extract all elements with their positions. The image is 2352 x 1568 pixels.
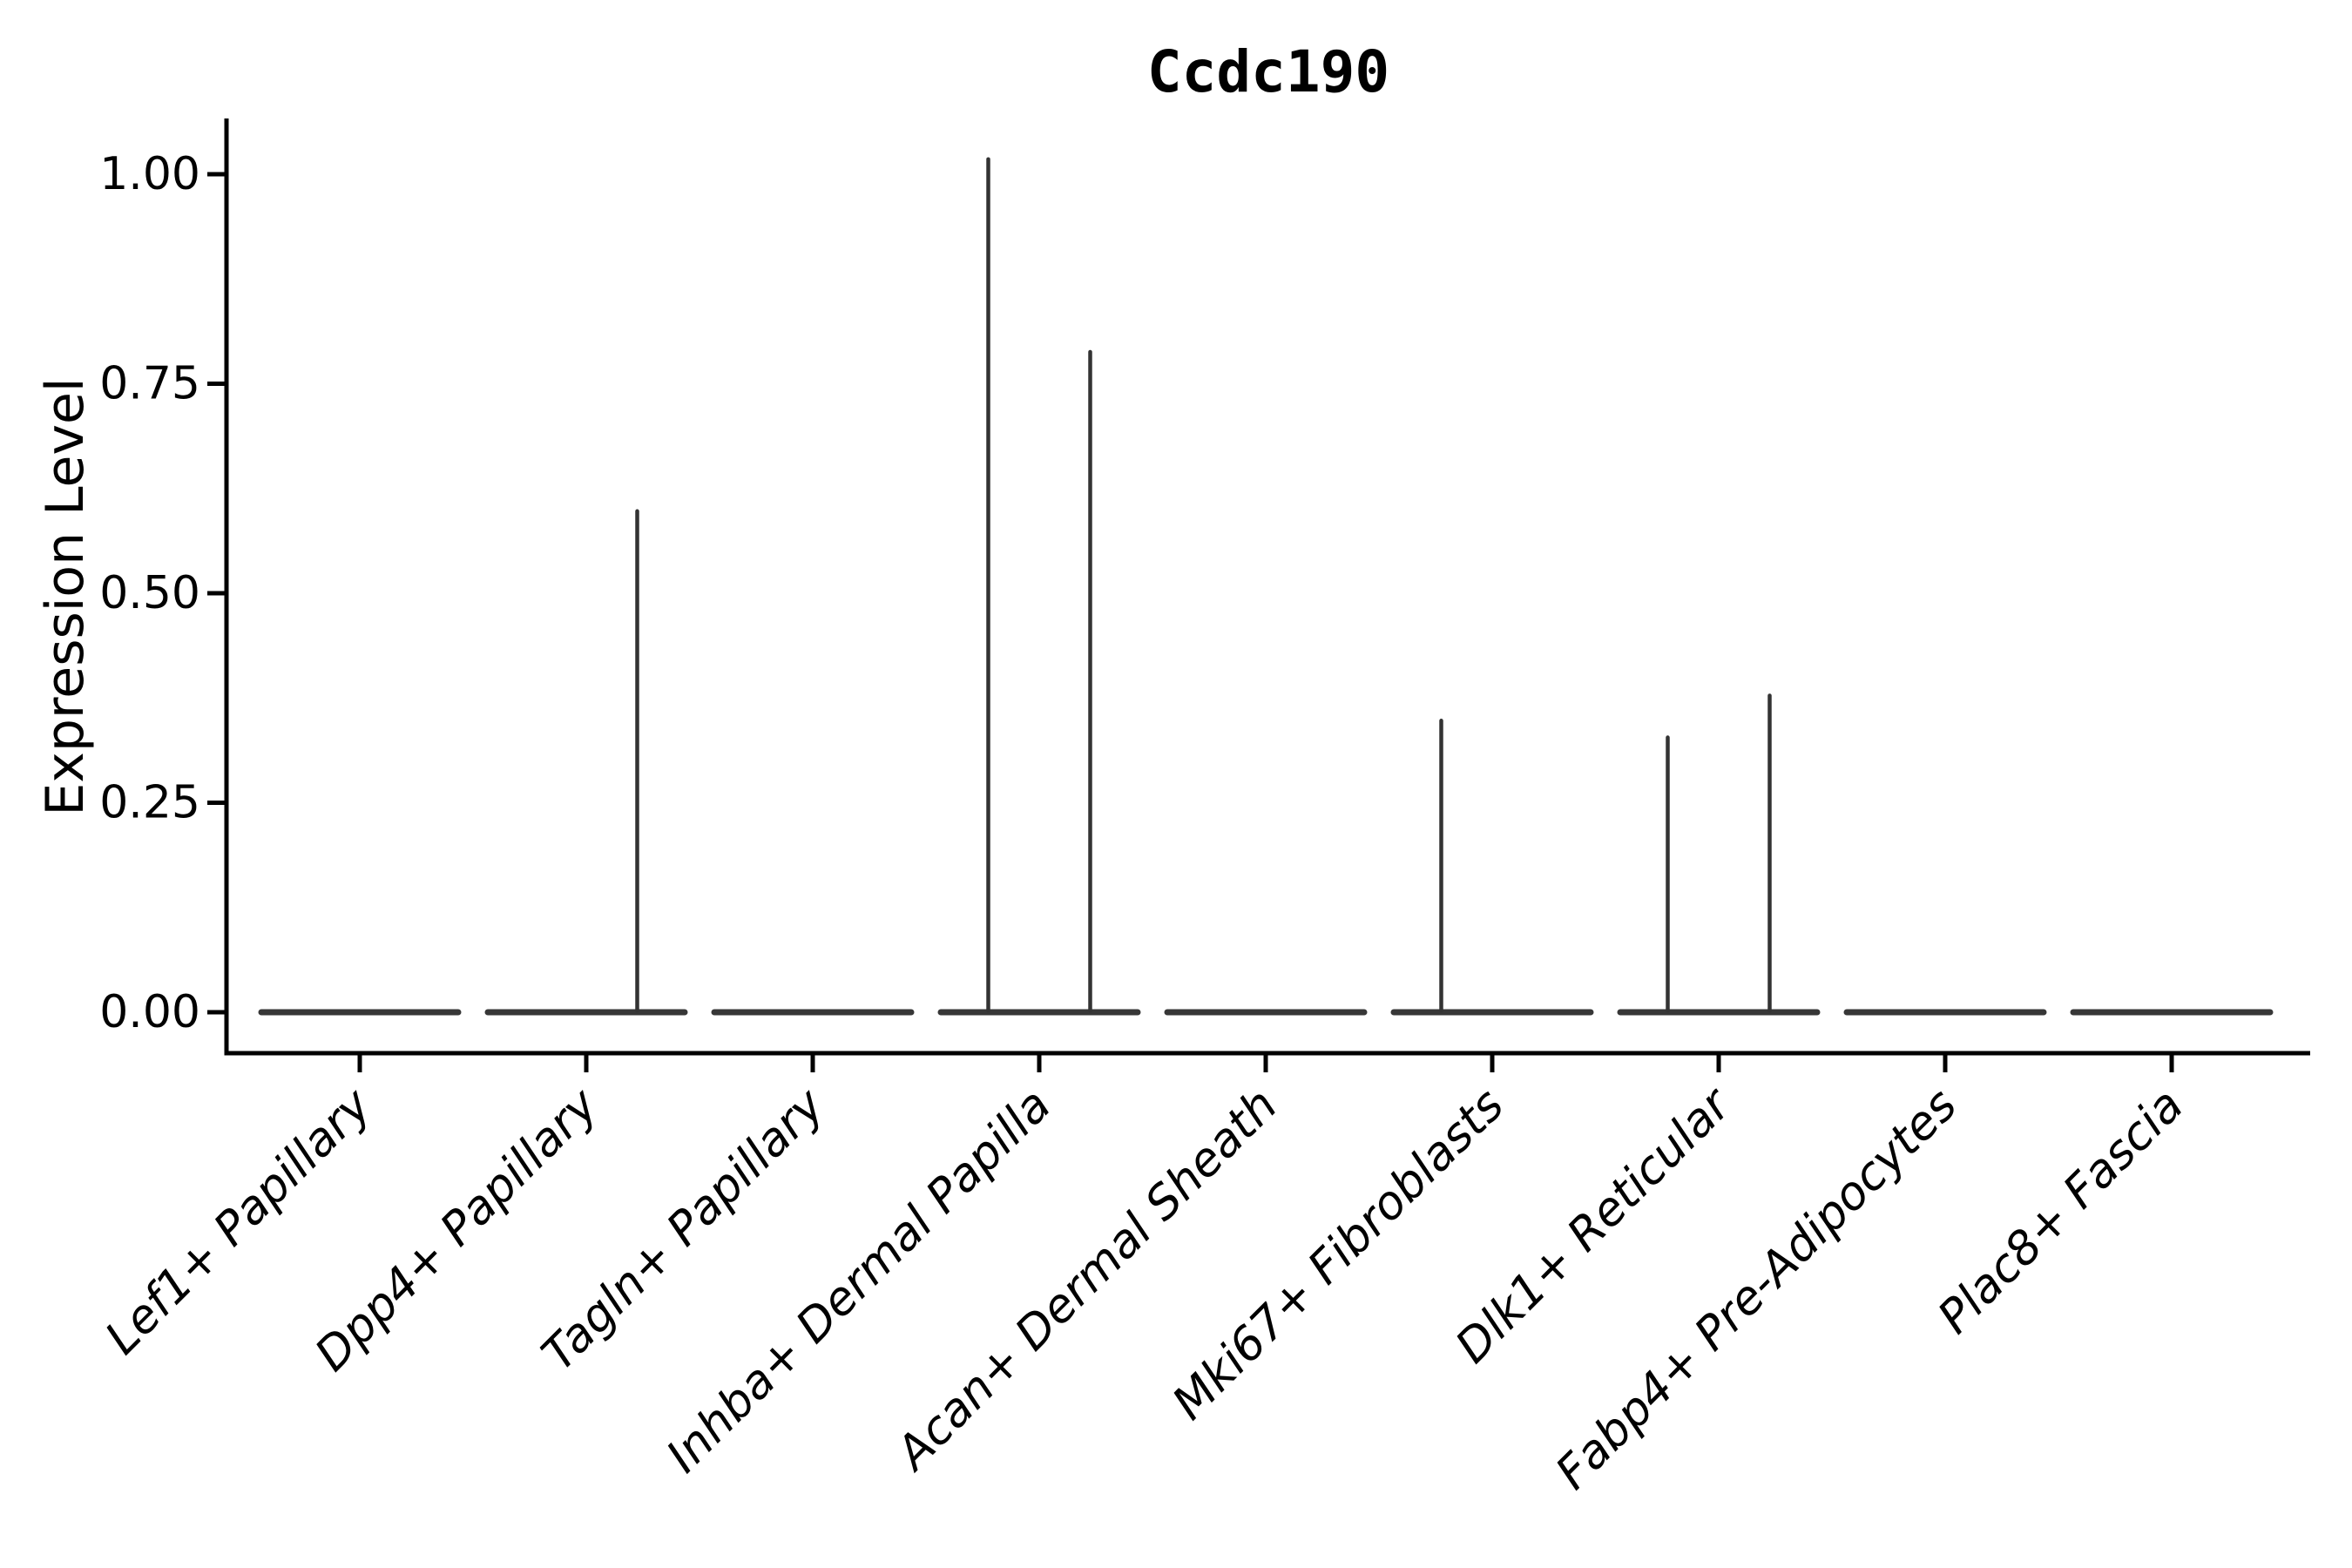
y-tick-label: 0.75 [99,358,200,410]
plot-title: Ccdc190 [1146,38,1390,105]
y-tick-label: 1.00 [99,148,200,200]
x-tick-label: Fabp4+ Pre-Adipocytes [1546,1078,1968,1500]
x-tick-label: Inhba+ Dermal Papilla [657,1078,1061,1483]
y-tick-label: 0.50 [99,567,200,619]
y-tick-label: 0.25 [99,777,200,829]
x-tick-label: Plac8+ Fascia [1928,1078,2193,1344]
x-tick-label: Acan+ Dermal Sheath [885,1078,1288,1482]
y-tick-label: 0.00 [99,986,200,1038]
